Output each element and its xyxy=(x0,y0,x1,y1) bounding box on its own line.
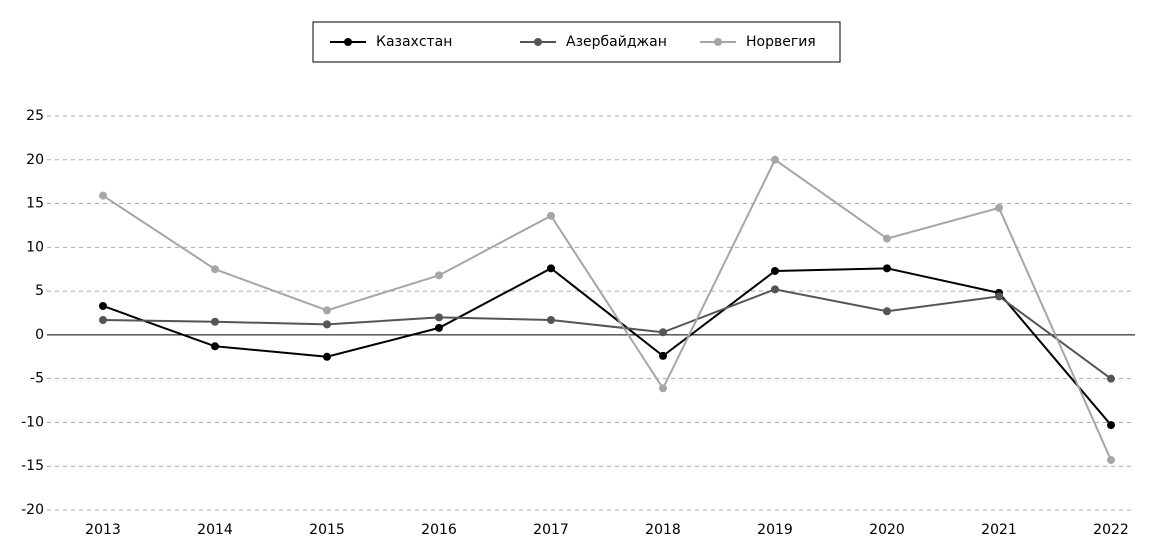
legend-swatch-point xyxy=(534,38,542,46)
point xyxy=(1107,374,1115,383)
point xyxy=(435,271,443,280)
series-line xyxy=(102,158,1112,461)
point xyxy=(323,352,331,361)
x-tick-label: 2015 xyxy=(309,522,345,538)
x-tick-label: 2016 xyxy=(421,522,457,538)
point xyxy=(211,317,219,326)
point xyxy=(547,316,555,325)
point xyxy=(1107,421,1115,430)
x-tick-label: 2021 xyxy=(981,522,1017,538)
point xyxy=(771,266,779,275)
y-tick-label: -15 xyxy=(21,458,44,474)
point xyxy=(995,292,1003,301)
point xyxy=(659,384,667,393)
y-tick-label: 20 xyxy=(26,152,44,168)
y-tick-label: 10 xyxy=(26,239,44,255)
series-line xyxy=(102,288,1112,380)
point xyxy=(99,316,107,325)
x-tick-label: 2022 xyxy=(1093,522,1129,538)
legend-swatch-point xyxy=(344,38,352,46)
point xyxy=(435,313,443,322)
x-tick-label: 2017 xyxy=(533,522,569,538)
y-tick-label: -10 xyxy=(21,414,44,430)
legend-box xyxy=(312,21,841,63)
x-tick-label: 2019 xyxy=(757,522,793,538)
point xyxy=(883,307,891,316)
point xyxy=(547,264,555,273)
y-tick-label: -5 xyxy=(30,371,44,387)
point xyxy=(1107,456,1115,465)
point xyxy=(771,155,779,164)
x-tick-label: 2018 xyxy=(645,522,681,538)
x-tick-label: 2020 xyxy=(869,522,905,538)
point xyxy=(771,285,779,294)
point xyxy=(323,320,331,329)
point xyxy=(547,211,555,220)
y-tick-label: 0 xyxy=(35,327,44,343)
legend-label: Норвегия xyxy=(746,34,816,50)
point xyxy=(883,264,891,273)
point xyxy=(659,351,667,360)
x-tick-label: 2013 xyxy=(85,522,121,538)
legend-label: Казахстан xyxy=(376,34,452,50)
point xyxy=(211,265,219,274)
series-line xyxy=(102,267,1112,426)
point xyxy=(99,191,107,200)
point xyxy=(883,234,891,243)
point xyxy=(211,342,219,351)
point xyxy=(323,306,331,315)
y-tick-label: 5 xyxy=(35,283,44,299)
y-tick-label: 25 xyxy=(26,108,44,124)
point xyxy=(659,328,667,337)
legend-swatch-point xyxy=(714,38,722,46)
point xyxy=(995,203,1003,212)
point xyxy=(435,323,443,332)
y-tick-label: -20 xyxy=(21,502,44,518)
y-tick-label: 15 xyxy=(26,196,44,212)
legend-label: Азербайджан xyxy=(566,34,667,50)
point xyxy=(99,301,107,310)
x-tick-label: 2014 xyxy=(197,522,233,538)
